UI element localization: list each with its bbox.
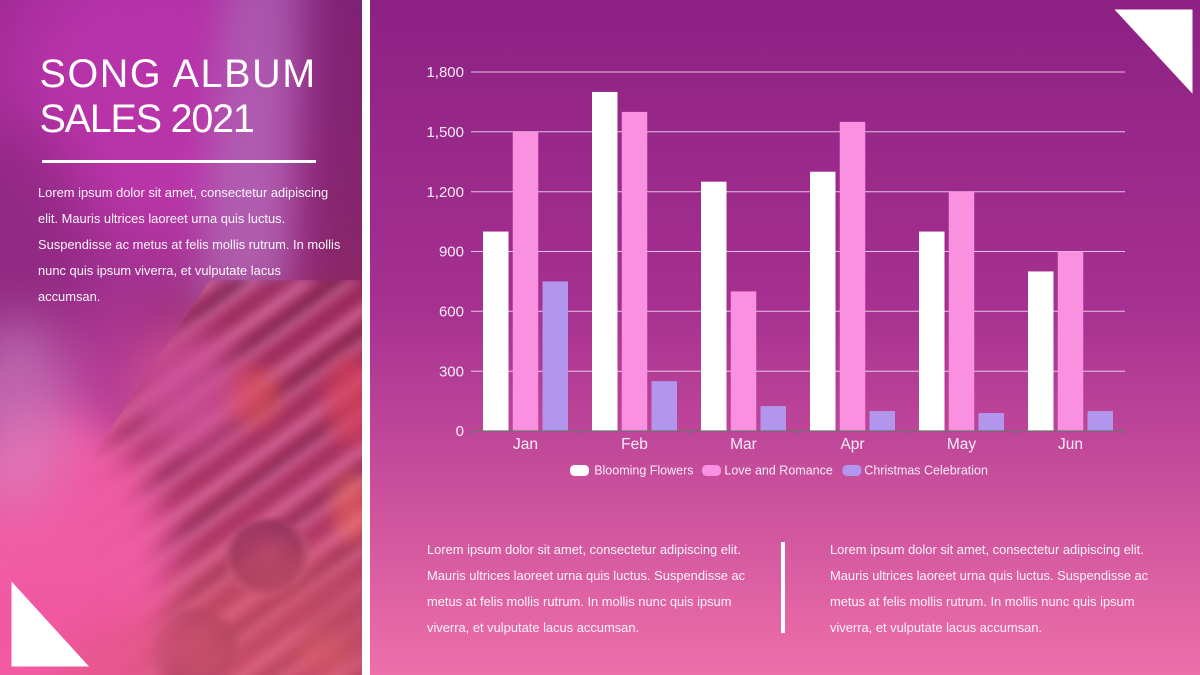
svg-text:600: 600: [439, 304, 464, 321]
svg-text:900: 900: [439, 244, 464, 261]
svg-text:1,200: 1,200: [426, 184, 464, 201]
svg-text:Blooming Flowers: Blooming Flowers: [594, 464, 693, 478]
svg-text:0: 0: [456, 423, 464, 440]
svg-text:May: May: [947, 436, 977, 453]
svg-text:Jun: Jun: [1058, 436, 1083, 453]
svg-text:1,800: 1,800: [426, 64, 464, 81]
svg-text:Apr: Apr: [840, 436, 864, 453]
svg-text:Feb: Feb: [621, 436, 648, 453]
svg-text:1,500: 1,500: [426, 124, 464, 141]
svg-text:Jan: Jan: [513, 436, 538, 453]
svg-text:Christmas Celebration: Christmas Celebration: [864, 464, 988, 478]
svg-text:Love and Romance: Love and Romance: [724, 464, 832, 478]
svg-text:Mar: Mar: [730, 436, 757, 453]
svg-text:300: 300: [439, 363, 464, 380]
